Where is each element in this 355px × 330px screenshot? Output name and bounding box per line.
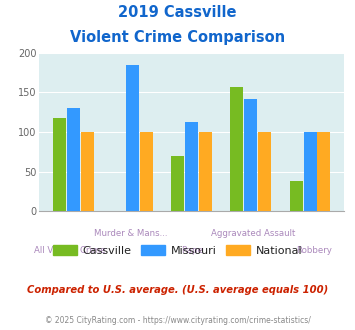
Text: 2019 Cassville: 2019 Cassville — [118, 5, 237, 20]
Bar — [290, 181, 303, 211]
Legend: Cassville, Missouri, National: Cassville, Missouri, National — [48, 240, 307, 260]
Bar — [230, 87, 244, 211]
Text: All Violent Crime: All Violent Crime — [34, 246, 105, 255]
Text: Aggravated Assault: Aggravated Assault — [211, 229, 295, 238]
Bar — [244, 99, 257, 211]
Bar — [304, 132, 317, 211]
Text: Robbery: Robbery — [296, 246, 332, 255]
Bar — [199, 132, 212, 211]
Text: Rape: Rape — [181, 246, 203, 255]
Text: © 2025 CityRating.com - https://www.cityrating.com/crime-statistics/: © 2025 CityRating.com - https://www.city… — [45, 316, 310, 325]
Bar — [67, 108, 80, 211]
Bar — [140, 132, 153, 211]
Text: Murder & Mans...: Murder & Mans... — [94, 229, 168, 238]
Bar — [81, 132, 94, 211]
Bar — [53, 118, 66, 211]
Bar — [258, 132, 271, 211]
Bar — [317, 132, 331, 211]
Bar — [185, 122, 198, 211]
Bar — [126, 65, 139, 211]
Text: Violent Crime Comparison: Violent Crime Comparison — [70, 30, 285, 45]
Text: Compared to U.S. average. (U.S. average equals 100): Compared to U.S. average. (U.S. average … — [27, 285, 328, 295]
Bar — [171, 156, 184, 211]
